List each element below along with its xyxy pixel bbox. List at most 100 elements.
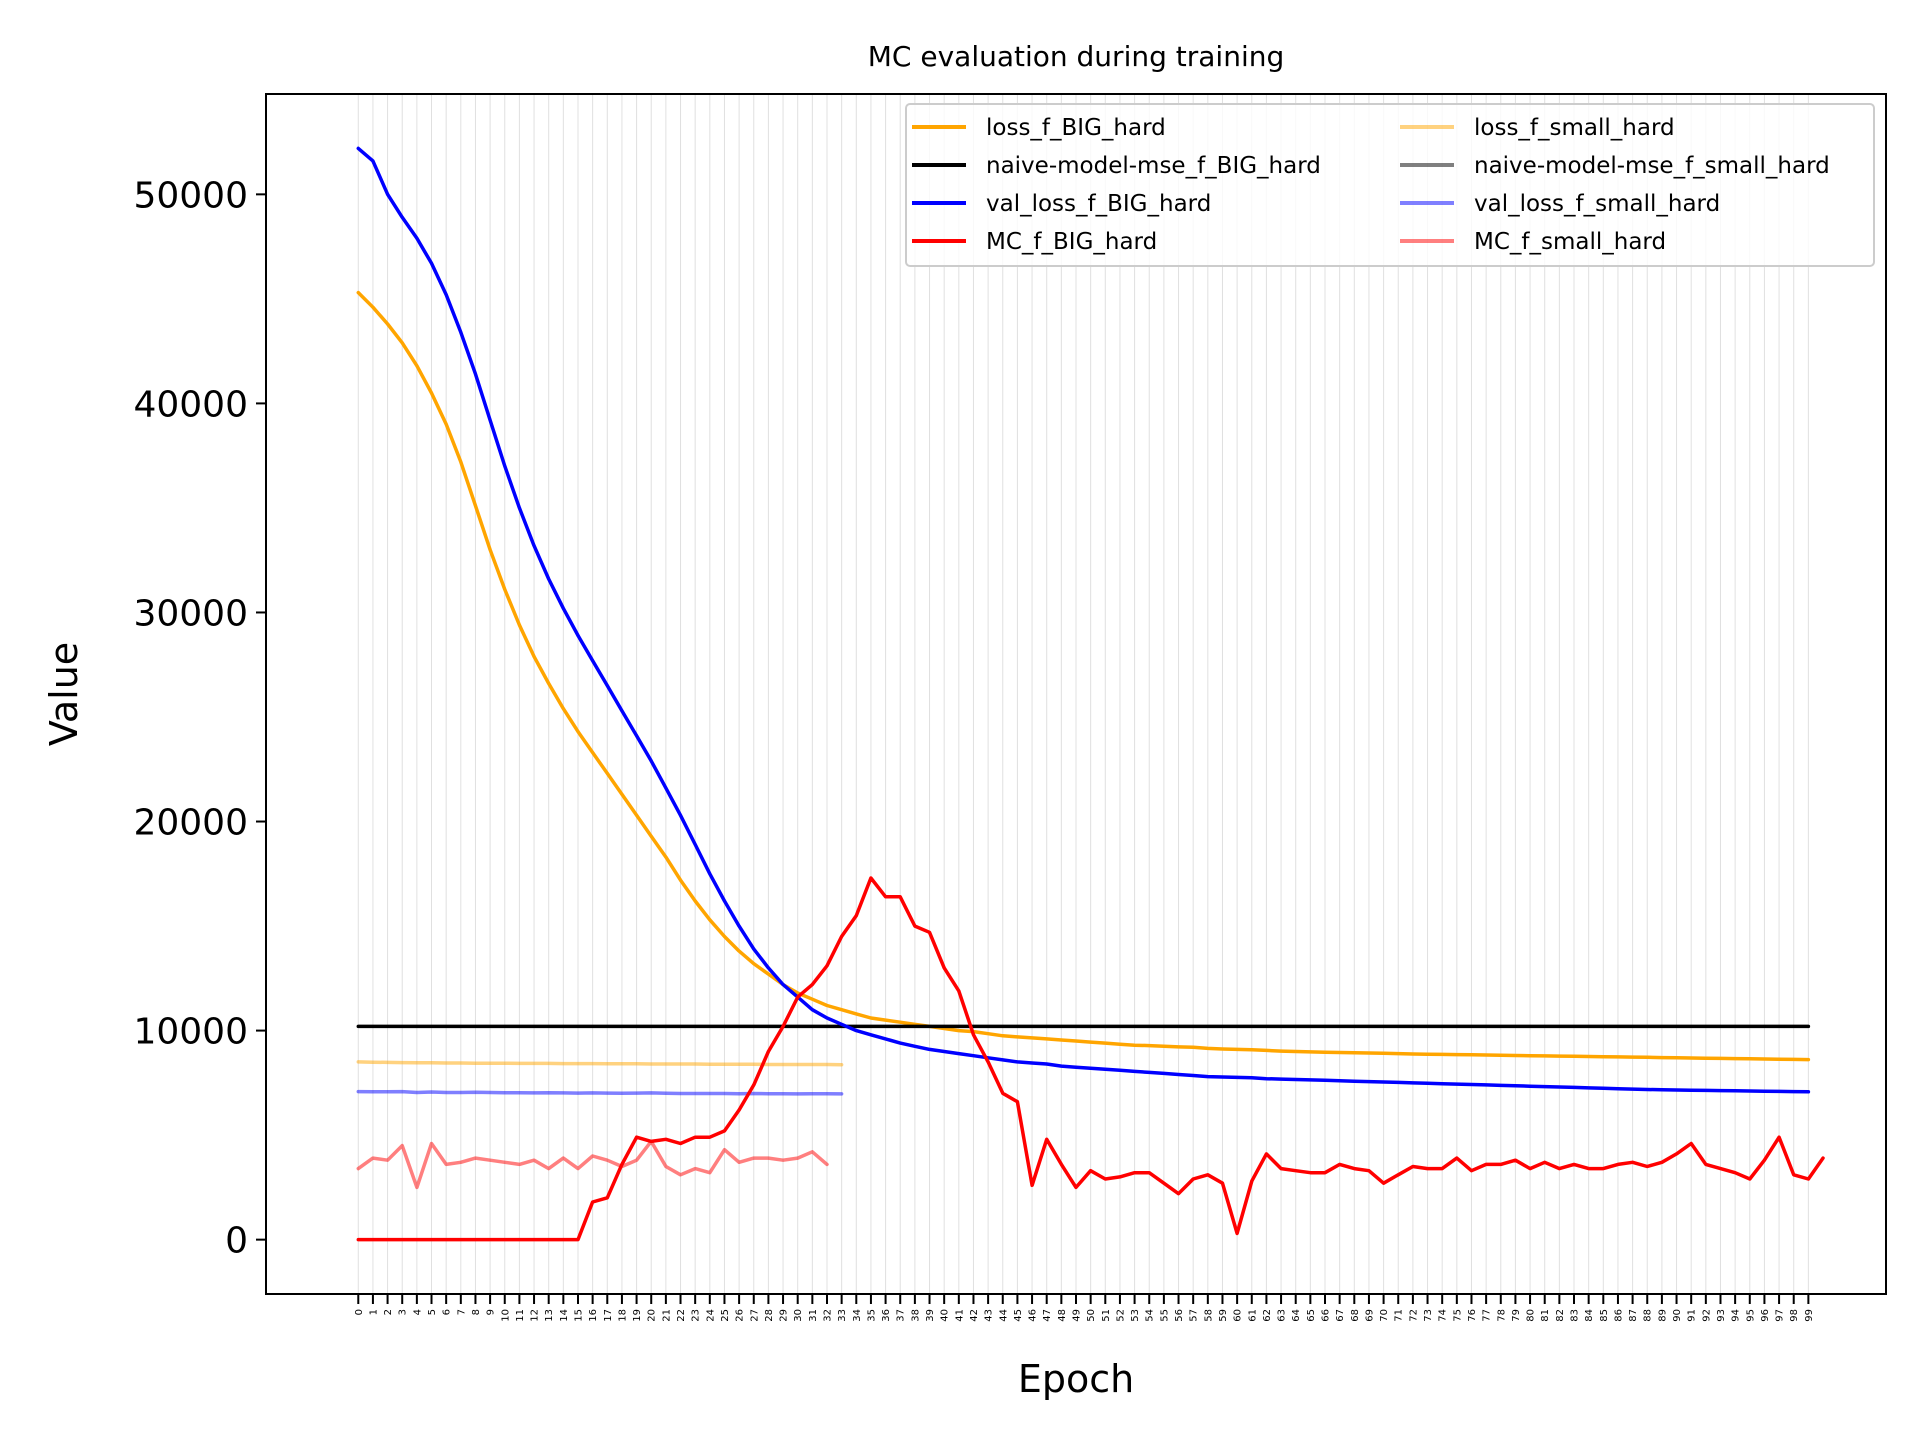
y-axis: 0 10000 20000 30000 40000 50000 [133,175,266,1262]
x-tick-label: 55 [1159,1309,1170,1322]
x-tick-label: 90 [1672,1309,1683,1322]
x-tick-label: 51 [1101,1309,1112,1322]
x-tick-label: 76 [1467,1309,1478,1322]
x-tick-label: 83 [1570,1309,1581,1322]
x-tick-label: 44 [998,1309,1009,1322]
x-tick-label: 84 [1584,1309,1595,1322]
x-tick-label: 64 [1291,1309,1302,1322]
x-tick-label: 80 [1526,1309,1537,1322]
x-tick-label: 27 [749,1309,760,1322]
x-tick-label: 38 [910,1309,921,1322]
legend-label: naive-model-mse_f_BIG_hard [986,153,1321,179]
x-tick-label: 92 [1701,1309,1712,1322]
x-tick-label: 5 [427,1309,438,1315]
legend-item: naive-model-mse_f_small_hard [1400,153,1830,179]
x-tick-label: 62 [1262,1309,1273,1322]
x-tick-label: 94 [1731,1309,1742,1322]
series-line-loss_f_BIG_hard [356,290,1811,1062]
x-tick-label: 85 [1599,1309,1610,1322]
x-tick-label: 21 [661,1309,672,1322]
x-tick-label: 32 [822,1309,833,1322]
x-tick-label: 23 [691,1309,702,1322]
y-tick-label: 50000 [133,175,248,216]
x-tick-label: 68 [1350,1309,1361,1322]
x-tick-label: 39 [925,1309,936,1322]
x-tick-label: 20 [647,1309,658,1322]
x-tick-label: 22 [676,1309,687,1322]
x-tick-label: 65 [1306,1309,1317,1322]
x-tick-label: 18 [617,1309,628,1322]
series-lines [356,146,1825,1242]
legend-label: val_loss_f_BIG_hard [986,191,1211,217]
x-tick-label: 77 [1482,1309,1493,1322]
x-tick-label: 63 [1277,1309,1288,1322]
x-tick-label: 81 [1540,1309,1551,1322]
x-tick-label: 89 [1657,1309,1668,1322]
x-tick-label: 57 [1189,1309,1200,1322]
series-line-val_loss_f_small_hard [356,1089,844,1096]
y-tick-label: 30000 [133,593,248,634]
x-tick-label: 45 [1013,1309,1024,1322]
x-tick-label: 86 [1613,1309,1624,1322]
x-tick-label: 11 [515,1309,526,1322]
x-tick-label: 7 [456,1309,467,1315]
legend-item: loss_f_small_hard [1400,115,1675,141]
x-tick-label: 48 [1057,1309,1068,1322]
x-tick-label: 0 [354,1309,365,1315]
legend-item: MC_f_small_hard [1400,229,1666,255]
series-line-val_loss_f_BIG_hard [356,146,1811,1094]
x-tick-label: 67 [1335,1309,1346,1322]
x-tick-label: 8 [471,1309,482,1315]
x-tick-label: 40 [940,1309,951,1322]
x-tick-label: 34 [852,1309,863,1322]
legend-box [905,103,1875,267]
x-tick-label: 10 [500,1309,511,1322]
x-tick-label: 4 [412,1309,423,1315]
x-tick-label: 91 [1687,1309,1698,1322]
x-tick-label: 30 [793,1309,804,1322]
x-tick-label: 73 [1423,1309,1434,1322]
x-tick-label: 47 [1042,1309,1053,1322]
x-tick-label: 46 [1028,1309,1039,1322]
x-tick-label: 78 [1496,1309,1507,1322]
x-tick-label: 82 [1555,1309,1566,1322]
legend-label: MC_f_BIG_hard [986,229,1157,255]
legend-label: MC_f_small_hard [1474,229,1666,255]
x-tick-label: 61 [1247,1309,1258,1322]
y-tick-label: 40000 [133,384,248,425]
legend-label: naive-model-mse_f_small_hard [1474,153,1830,179]
x-tick-label: 99 [1804,1309,1815,1322]
y-tick-label: 0 [225,1221,248,1262]
x-tick-label: 29 [779,1309,790,1322]
x-tick-label: 16 [588,1309,599,1322]
x-tick-label: 41 [954,1309,965,1322]
x-tick-label: 56 [1174,1309,1185,1322]
x-tick-label: 75 [1452,1309,1463,1322]
x-tick-label: 36 [881,1309,892,1322]
x-tick-label: 66 [1321,1309,1332,1322]
x-axis-label: Epoch [1018,1357,1134,1401]
legend-item: val_loss_f_BIG_hard [912,191,1211,217]
x-tick-label: 88 [1643,1309,1654,1322]
x-tick-label: 31 [808,1309,819,1322]
legend-item: MC_f_BIG_hard [912,229,1157,255]
x-tick-label: 2 [383,1309,394,1315]
x-tick-label: 26 [735,1309,746,1322]
legend-label: loss_f_small_hard [1474,115,1675,141]
x-tick-label: 58 [1203,1309,1214,1322]
x-tick-label: 97 [1775,1309,1786,1322]
y-axis-label: Value [42,642,86,746]
x-tick-label: 1 [368,1309,379,1315]
x-tick-label: 87 [1628,1309,1639,1322]
y-tick-label: 10000 [133,1012,248,1053]
x-tick-label: 72 [1408,1309,1419,1322]
x-tick-label: 35 [866,1309,877,1322]
x-tick-label: 42 [969,1309,980,1322]
x-tick-label: 37 [896,1309,907,1322]
legend-label: loss_f_BIG_hard [986,115,1166,141]
x-tick-label: 53 [1130,1309,1141,1322]
x-tick-label: 28 [764,1309,775,1322]
x-tick-label: 69 [1364,1309,1375,1322]
x-tick-label: 52 [1115,1309,1126,1322]
